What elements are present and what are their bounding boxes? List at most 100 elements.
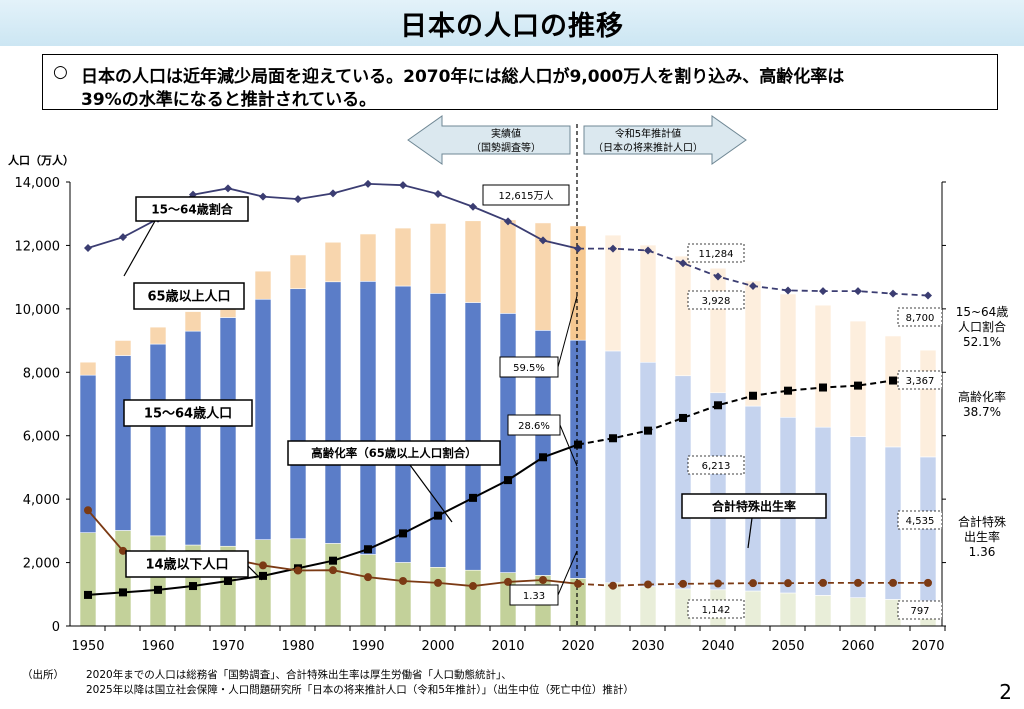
bar-working-2005 — [464, 302, 482, 571]
bar-under14-2055 — [814, 595, 832, 627]
aging-rate-point-2045 — [749, 391, 757, 400]
aging-rate-point-1965 — [189, 582, 197, 591]
aging-rate-point-1975 — [259, 571, 267, 580]
bar-over65-2020 — [569, 225, 587, 341]
summary-bullet: ○ — [53, 62, 68, 82]
aging-rate-point-2060 — [854, 381, 862, 390]
label-over65-2070-box — [897, 370, 943, 390]
label-over65-2040: 3,928 — [702, 296, 731, 307]
right-label-tfr-1: 合計特殊 — [958, 514, 1006, 529]
bar-over65-2000 — [429, 223, 447, 294]
bar-working-1975 — [254, 298, 272, 540]
fertility-rate-point-2030 — [644, 580, 652, 589]
x-tick-label: 1960 — [141, 639, 174, 654]
bar-working-1980 — [289, 288, 307, 540]
working-ratio-point-2050 — [784, 286, 792, 295]
bar-over65-2065 — [884, 335, 902, 448]
actual-arrow-label-2: （国勢調査等） — [471, 141, 541, 154]
fertility-rate-point-2005 — [469, 582, 477, 591]
working-ratio-point-2040 — [714, 272, 722, 281]
bar-under14-1975 — [254, 539, 272, 627]
callout-under14: 14歳以下人口 — [145, 557, 228, 573]
actual-arrow-label-1: 実績値 — [491, 127, 521, 140]
aging-rate-point-1985 — [329, 556, 337, 565]
x-tick-label: 2070 — [911, 639, 944, 654]
callout-fertility-rate: 合計特殊出生率 — [712, 498, 796, 513]
working-ratio-point-1955 — [119, 233, 127, 242]
bar-over65-1950 — [79, 361, 97, 376]
aging-rate-point-2040 — [714, 401, 722, 410]
label-total-2020-box — [482, 184, 570, 206]
summary-line-2: 39%の水準になると推計されている。 — [81, 90, 377, 110]
bar-under14-1980 — [289, 538, 307, 627]
label-total-2040: 11,284 — [699, 249, 734, 260]
bar-working-2000 — [429, 293, 447, 568]
fertility-rate-point-1950 — [84, 506, 92, 515]
bar-working-2060 — [849, 436, 867, 598]
bar-under14-1995 — [394, 562, 412, 627]
bar-working-1965 — [184, 330, 202, 546]
working-ratio-point-1995 — [399, 181, 407, 190]
aging-rate-point-2015 — [539, 453, 547, 462]
bar-over65-1980 — [289, 254, 307, 290]
label-working-2070-box — [897, 510, 943, 530]
bar-working-1990 — [359, 281, 377, 555]
y-tick-label: 2,000 — [23, 557, 60, 572]
bar-over65-2005 — [464, 220, 482, 303]
x-tick-label: 1980 — [281, 639, 314, 654]
bar-working-1960 — [149, 343, 167, 537]
right-label-ratio-3: 52.1% — [963, 335, 1001, 349]
x-tick-label: 1950 — [71, 639, 104, 654]
aging-rate-point-1970 — [224, 576, 232, 585]
x-tick-label: 2020 — [561, 639, 594, 654]
bar-layer — [79, 219, 937, 627]
bar-under14-2050 — [779, 592, 797, 627]
bar-working-1970 — [219, 317, 237, 547]
bar-under14-1960 — [149, 535, 167, 627]
y-axis-label: 人口（万人） — [8, 153, 74, 167]
bar-working-2035 — [674, 375, 692, 590]
callout-working-ratio-leader — [123, 220, 156, 277]
bar-over65-1955 — [114, 340, 132, 356]
fertility-rate-point-1975 — [259, 561, 267, 570]
bar-over65-2060 — [849, 320, 867, 437]
source-note-line-2: 2025年以降は国立社会保障・人口問題研究所「日本の将来推計人口（令和5年推計）… — [86, 684, 634, 696]
callout-working-ratio: 15～64歳割合 — [151, 201, 233, 216]
aging-rate-point-1960 — [154, 585, 162, 594]
bar-over65-2050 — [779, 293, 797, 418]
working-ratio-point-2010 — [504, 217, 512, 226]
label-working-2040-box — [687, 455, 745, 475]
fertility-rate-point-2050 — [784, 579, 792, 588]
label-under14-2070: 797 — [910, 606, 929, 617]
aging-rate-point-2020 — [574, 440, 582, 449]
fertility-rate-point-2020 — [574, 579, 582, 588]
aging-rate-point-2050 — [784, 386, 792, 395]
aging-rate-point-2055 — [819, 383, 827, 392]
aging-rate-point-1955 — [119, 588, 127, 597]
fertility-rate-point-1995 — [399, 576, 407, 585]
label-total-2070: 8,700 — [906, 313, 935, 324]
bar-under14-2000 — [429, 566, 447, 627]
fertility-rate-point-1980 — [294, 566, 302, 575]
aging-rate-point-1995 — [399, 529, 407, 538]
working-ratio-point-2000 — [434, 190, 442, 199]
bar-under14-2060 — [849, 597, 867, 627]
bar-under14-2030 — [639, 586, 657, 627]
fertility-rate-point-2010 — [504, 577, 512, 586]
fertility-rate-point-2025 — [609, 581, 617, 590]
leader-tfr-2020 — [557, 550, 578, 596]
aging-rate-point-2035 — [679, 413, 687, 422]
callout-over65: 65歳以上人口 — [147, 289, 230, 305]
y-tick-label: 12,000 — [15, 239, 61, 254]
label-working-2040: 6,213 — [702, 461, 731, 472]
label-ratio-2020: 59.5% — [513, 363, 545, 374]
source-note-label: （出所） — [22, 669, 64, 681]
bar-working-2030 — [639, 361, 657, 587]
callout-over65-box — [133, 282, 245, 310]
summary-line-1: 日本の人口は近年減少局面を迎えている。2070年には総人口が9,000万人を割り… — [81, 67, 845, 87]
bar-over65-1985 — [324, 241, 342, 283]
bar-over65-2015 — [534, 222, 552, 331]
fertility-rate-point-2035 — [679, 579, 687, 588]
bar-over65-2035 — [674, 255, 692, 377]
